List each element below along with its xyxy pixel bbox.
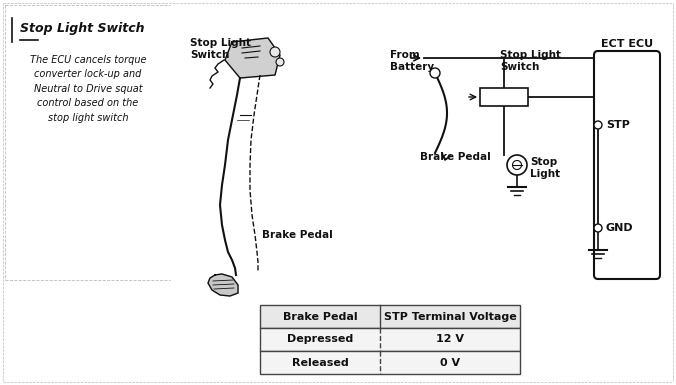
Bar <box>260 305 520 328</box>
Text: STP Terminal Voltage: STP Terminal Voltage <box>383 311 516 321</box>
Circle shape <box>430 68 440 78</box>
Text: From
Battery: From Battery <box>390 50 434 72</box>
Polygon shape <box>208 274 238 296</box>
Text: Stop Light
Switch: Stop Light Switch <box>500 50 561 72</box>
Text: The ECU cancels torque
converter lock-up and
Neutral to Drive squat
control base: The ECU cancels torque converter lock-up… <box>30 55 146 122</box>
Text: 12 V: 12 V <box>436 335 464 345</box>
Circle shape <box>594 224 602 232</box>
Circle shape <box>276 58 284 66</box>
Circle shape <box>507 155 527 175</box>
Text: Brake Pedal: Brake Pedal <box>283 311 358 321</box>
FancyBboxPatch shape <box>594 51 660 279</box>
Text: Depressed: Depressed <box>287 335 353 345</box>
Text: Brake Pedal: Brake Pedal <box>262 230 333 240</box>
Bar <box>260 351 520 374</box>
Bar <box>480 88 528 106</box>
Text: Released: Released <box>291 358 348 368</box>
Text: Stop Light Switch: Stop Light Switch <box>20 22 145 35</box>
Circle shape <box>594 121 602 129</box>
Text: 0 V: 0 V <box>440 358 460 368</box>
Bar <box>260 328 520 351</box>
Text: ECT ECU: ECT ECU <box>601 39 653 49</box>
Text: STP: STP <box>606 120 630 130</box>
Circle shape <box>270 47 280 57</box>
Text: GND: GND <box>606 223 633 233</box>
Text: Brake Pedal: Brake Pedal <box>420 152 491 162</box>
Polygon shape <box>225 38 280 78</box>
Text: Stop
Light: Stop Light <box>530 157 560 179</box>
Text: Stop Light
Switch: Stop Light Switch <box>190 38 251 60</box>
